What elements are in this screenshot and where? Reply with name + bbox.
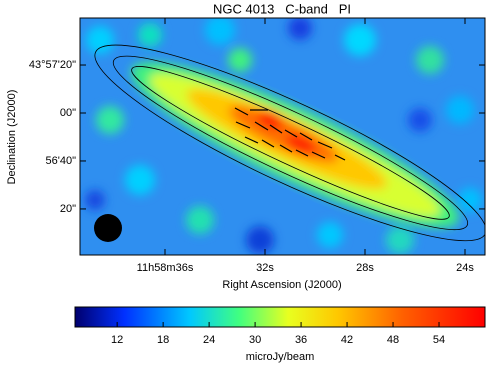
colorbar-label: microJy/beam (246, 351, 314, 363)
colorbar-tick-label: 24 (203, 334, 215, 346)
x-tick-label: 32s (256, 262, 274, 274)
map-image (80, 18, 485, 255)
y-tick-label: 43°57'20" (29, 59, 76, 71)
x-tick-label: 28s (356, 262, 374, 274)
x-tick-label: 11h58m36s (137, 262, 194, 274)
colorbar-tick-label: 54 (433, 334, 445, 346)
y-tick-label: 56'40" (46, 155, 77, 167)
colorbar-tick-label: 18 (157, 334, 169, 346)
y-tick-label: 20" (60, 203, 76, 215)
plot-frame (79, 17, 486, 256)
y-axis-label: Declination (J2000) (6, 90, 18, 185)
colorbar-tick-label: 48 (387, 334, 399, 346)
colorbar-tick-label: 42 (341, 334, 353, 346)
colorbar-tick-label: 30 (249, 334, 261, 346)
colorbar-tick-label: 12 (111, 334, 123, 346)
chart-title: NGC 4013 C-band PI (213, 1, 351, 16)
y-tick-label: 00" (60, 107, 76, 119)
x-axis-label: Right Ascension (J2000) (222, 279, 341, 291)
colorbar-tick-label: 36 (295, 334, 307, 346)
colorbar (74, 306, 486, 328)
x-tick-label: 24s (456, 262, 474, 274)
